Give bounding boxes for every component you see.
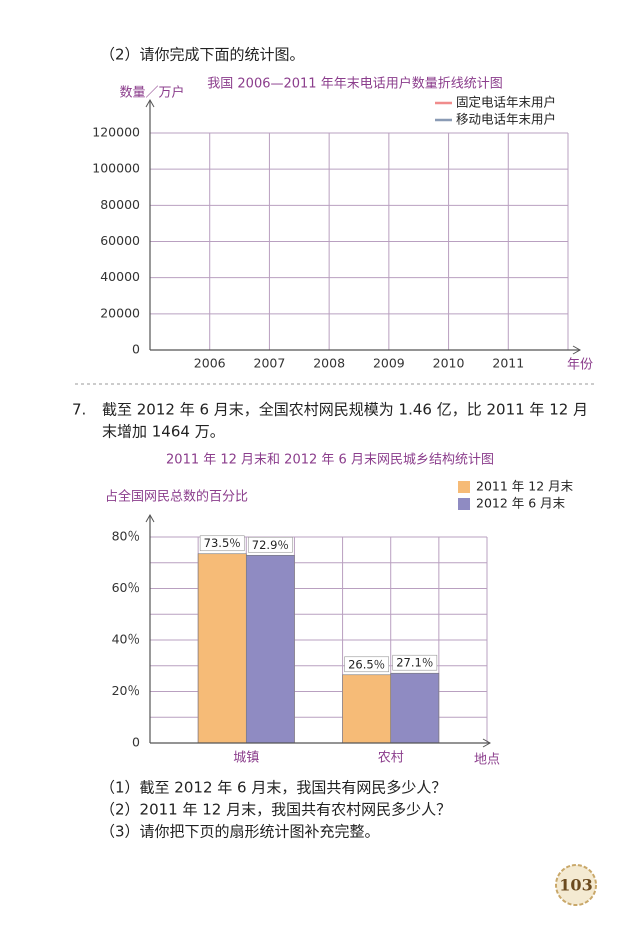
y-tick-label: 40000: [100, 269, 140, 284]
y-axis-arrow: [145, 98, 155, 108]
y-tick-label: 0: [132, 342, 140, 357]
value-label: 27.1％: [396, 656, 433, 670]
x-tick-label: 2007: [254, 356, 286, 371]
y-tick-label: 20％: [112, 683, 140, 698]
value-label-box: [392, 654, 438, 671]
problem-line: 末增加 1464 万。: [102, 423, 225, 441]
legend-label: 固定电话年末用户: [456, 95, 556, 110]
y-tick-label: 120000: [92, 125, 140, 140]
page-number: 103: [559, 876, 592, 895]
y-tick-label: 80000: [100, 197, 140, 212]
x-tick-label: 2006: [194, 356, 226, 371]
y-axis-label: 占全国网民总数的百分比: [105, 489, 248, 505]
chart-title: 2011 年 12 月末和 2012 年 6 月末网民城乡结构统计图: [166, 453, 494, 468]
x-tick-label: 农村: [378, 751, 404, 766]
value-label: 73.5％: [204, 536, 241, 550]
x-tick-label: 城镇: [233, 751, 259, 766]
legend-label: 2012 年 6 月末: [476, 496, 566, 511]
question: （2）2011 年 12 月末，我国共有农村网民多少人？: [100, 801, 451, 819]
bar: [390, 672, 440, 744]
header: （2）请你完成下面的统计图。: [100, 46, 305, 64]
y-tick-label: 0: [132, 735, 140, 750]
x-tick-label: 2009: [373, 356, 405, 371]
y-axis-label: 数量／万户: [119, 85, 184, 101]
y-axis-arrow: [145, 513, 155, 523]
page-badge: [555, 864, 597, 906]
y-tick-label: 60000: [100, 233, 140, 248]
problem-number: 7.: [72, 401, 86, 419]
problem-line: 截至 2012 年 6 月末，全国农村网民规模为 1.46 亿，比 2011 年…: [102, 401, 588, 419]
x-axis-label: 地点: [474, 753, 500, 768]
bar: [342, 674, 392, 744]
legend-swatch: [458, 498, 470, 510]
value-label-box: [199, 535, 245, 552]
x-axis-arrow: [482, 738, 492, 748]
y-tick-label: 20000: [100, 305, 140, 320]
y-tick-label: 60％: [112, 580, 140, 595]
chart-title: 我国 2006—2011 年年末电话用户数量折线统计图: [207, 76, 502, 92]
bar: [197, 553, 247, 744]
y-tick-label: 40％: [112, 632, 140, 647]
value-label: 26.5％: [348, 657, 385, 671]
x-tick-label: 2008: [313, 356, 345, 371]
legend-label: 移动电话年末用户: [456, 112, 556, 127]
value-label-box: [247, 536, 293, 553]
legend-label: 2011 年 12 月末: [476, 479, 574, 494]
question: （1）截至 2012 年 6 月末，我国共有网民多少人？: [100, 779, 446, 797]
value-label: 72.9％: [252, 538, 289, 552]
question: （3）请你把下页的扇形统计图补充完整。: [100, 823, 380, 841]
y-tick-label: 80％: [112, 529, 140, 544]
x-tick-label: 2010: [433, 356, 465, 371]
x-axis-label: 年份: [567, 358, 593, 373]
bar: [245, 554, 295, 744]
value-label-box: [344, 656, 390, 673]
legend-swatch: [458, 481, 470, 493]
x-axis-arrow: [572, 345, 582, 355]
y-tick-label: 100000: [92, 161, 140, 176]
x-tick-label: 2011: [492, 356, 524, 371]
